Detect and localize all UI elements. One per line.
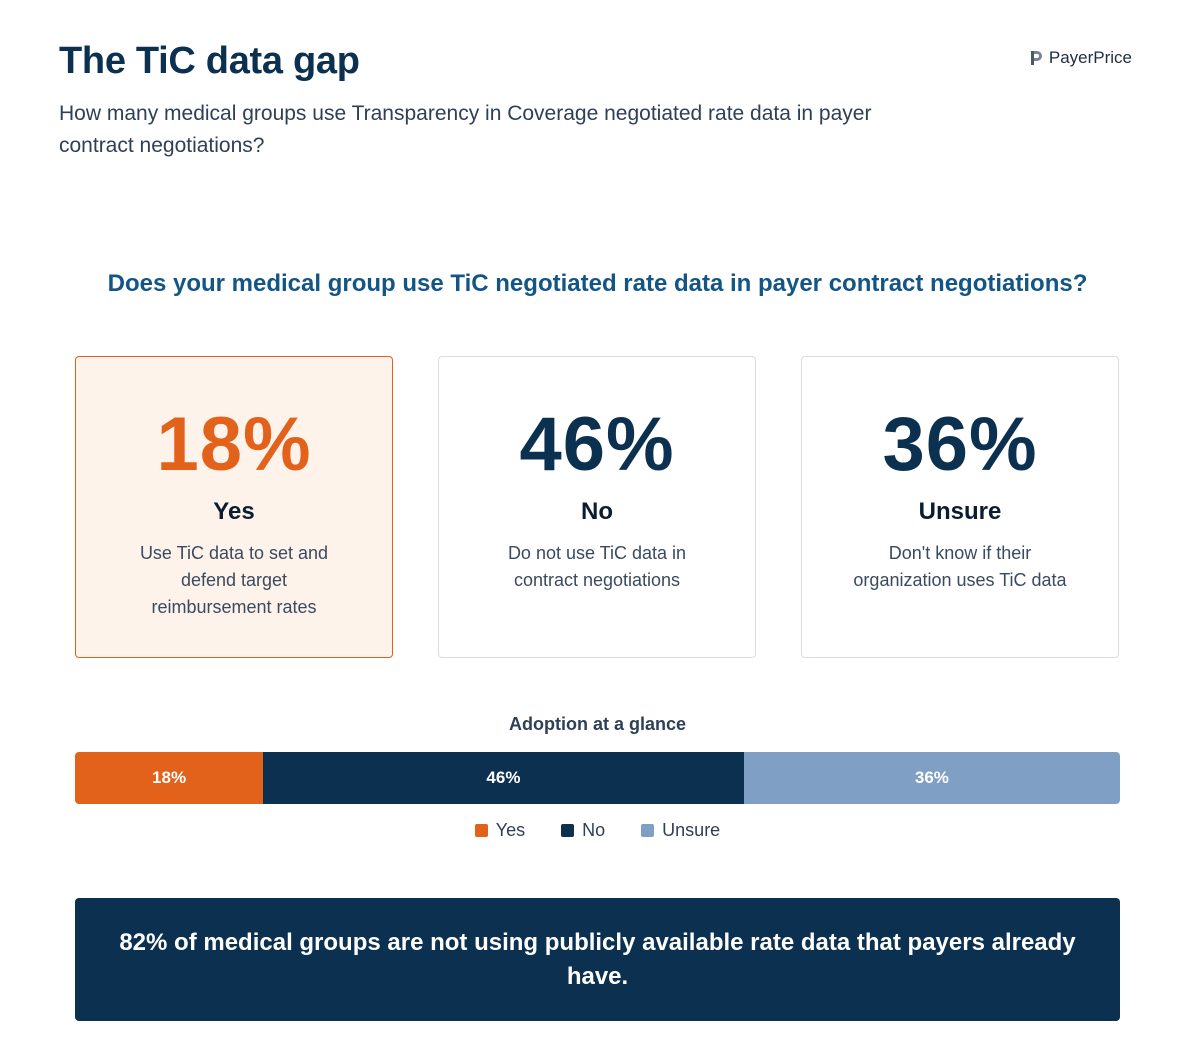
legend-label-yes: Yes: [495, 820, 526, 840]
stat-description-no: Do not use TiC data in contract negotiat…: [507, 543, 687, 590]
stat-description-yes: Use TiC data to set and defend target re…: [139, 543, 329, 617]
bar-label-no: 46%: [486, 768, 521, 787]
bar-segment-yes: [75, 752, 264, 804]
stat-value-no: 46%: [519, 402, 675, 487]
legend-swatch-yes: [474, 824, 488, 837]
bar-label-yes: 18%: [152, 768, 187, 787]
survey-question: Does your medical group use TiC negotiat…: [107, 270, 1088, 297]
brand-logo: PayerPrice: [1030, 48, 1132, 68]
legend-item-unsure: Unsure: [641, 820, 720, 841]
legend-swatch-unsure: [641, 824, 655, 837]
stacked-bar-chart: 18% 46% 36%: [75, 752, 1120, 804]
callout-text: 82% of medical groups are not using publ…: [119, 929, 1076, 990]
stat-label-yes: Yes: [213, 498, 255, 525]
legend-swatch-no: [561, 824, 575, 837]
stat-card-yes: 18% Yes Use TiC data to set and defend t…: [75, 356, 393, 658]
stat-card-no: 46% No Do not use TiC data in contract n…: [438, 356, 756, 658]
bar-segment-unsure: [743, 752, 1120, 804]
page-title: The TiC data gap: [59, 40, 360, 82]
legend-label-no: No: [582, 820, 606, 840]
stat-label-no: No: [581, 498, 613, 525]
legend-item-yes: Yes: [474, 820, 526, 841]
legend-item-no: No: [561, 820, 605, 841]
bar-label-unsure: 36%: [914, 768, 949, 787]
page-subtitle: How many medical groups use Transparency…: [59, 102, 872, 157]
brand-name: PayerPrice: [1048, 48, 1132, 67]
bar-segment-no: [263, 752, 744, 804]
stat-value-yes: 18%: [156, 402, 312, 487]
chart-legend: Yes No Unsure: [0, 820, 1195, 841]
stat-label-unsure: Unsure: [918, 498, 1002, 525]
stat-description-unsure: Don't know if their organization uses Ti…: [853, 543, 1067, 590]
chart-title: Adoption at a glance: [508, 714, 686, 734]
key-takeaway-callout: 82% of medical groups are not using publ…: [75, 898, 1120, 1021]
stat-value-unsure: 36%: [882, 402, 1038, 487]
legend-label-unsure: Unsure: [662, 820, 721, 840]
payerprice-logo-icon: [1030, 51, 1042, 65]
stat-card-unsure: 36% Unsure Don't know if their organizat…: [801, 356, 1119, 658]
